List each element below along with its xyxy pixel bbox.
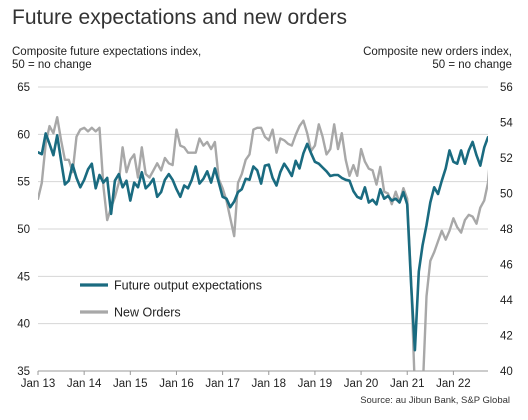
left-tick-label: 50 bbox=[17, 224, 30, 236]
series-layer bbox=[38, 115, 488, 371]
left-tick-label: 45 bbox=[17, 271, 30, 283]
left-tick-label: 40 bbox=[17, 319, 30, 331]
left-tick-label: 65 bbox=[17, 82, 30, 94]
legend-label-new-orders: New Orders bbox=[114, 306, 181, 320]
x-tick-label: Jan 17 bbox=[205, 378, 240, 390]
x-tick-label: Jan 16 bbox=[159, 378, 194, 390]
x-tick-label: Jan 20 bbox=[344, 378, 379, 390]
left-tick-label: 35 bbox=[17, 366, 30, 378]
x-tick-label: Jan 14 bbox=[67, 378, 102, 390]
right-tick-label: 44 bbox=[500, 295, 513, 307]
x-tick-label: Jan 15 bbox=[113, 378, 148, 390]
right-tick-label: 48 bbox=[500, 224, 513, 236]
right-tick-label: 54 bbox=[500, 118, 513, 130]
left-axis-caption-line2: 50 = no change bbox=[12, 59, 92, 71]
legend-label-expectations: Future output expectations bbox=[114, 279, 262, 293]
left-axis-caption-line1: Composite future expectations index, bbox=[12, 46, 202, 58]
series-line-new-orders bbox=[38, 115, 488, 371]
right-tick-label: 56 bbox=[500, 82, 513, 94]
left-tick-label: 55 bbox=[17, 177, 30, 189]
source-note: Source: au Jibun Bank, S&P Global bbox=[360, 395, 510, 406]
x-tick-label: Jan 18 bbox=[252, 378, 287, 390]
chart-title: Future expectations and new orders bbox=[12, 6, 348, 29]
left-axis-caption: Composite future expectations index, 50 … bbox=[12, 46, 201, 72]
right-axis-caption-line2: 50 = no change bbox=[432, 59, 512, 71]
right-tick-label: 50 bbox=[500, 189, 513, 201]
right-tick-label: 46 bbox=[500, 260, 513, 272]
left-tick-label: 60 bbox=[17, 129, 30, 141]
right-tick-label: 52 bbox=[500, 153, 513, 165]
x-tick-label: Jan 22 bbox=[436, 378, 471, 390]
legend: Future output expectations New Orders bbox=[80, 279, 262, 320]
x-tick-label: Jan 19 bbox=[298, 378, 333, 390]
right-axis-caption-line1: Composite new orders index, bbox=[363, 46, 512, 58]
right-tick-label: 40 bbox=[500, 366, 513, 378]
right-axis-caption: Composite new orders index, 50 = no chan… bbox=[363, 46, 512, 72]
series-line-expectations bbox=[38, 132, 488, 352]
right-tick-label: 42 bbox=[500, 331, 513, 343]
tick-layer: 35 40 45 50 55 60 65 40 42 44 46 48 50 52 54 56 Jan 13 Ja… bbox=[17, 82, 513, 390]
x-tick-label: Jan 13 bbox=[21, 378, 56, 390]
x-tick-label: Jan 21 bbox=[390, 378, 425, 390]
